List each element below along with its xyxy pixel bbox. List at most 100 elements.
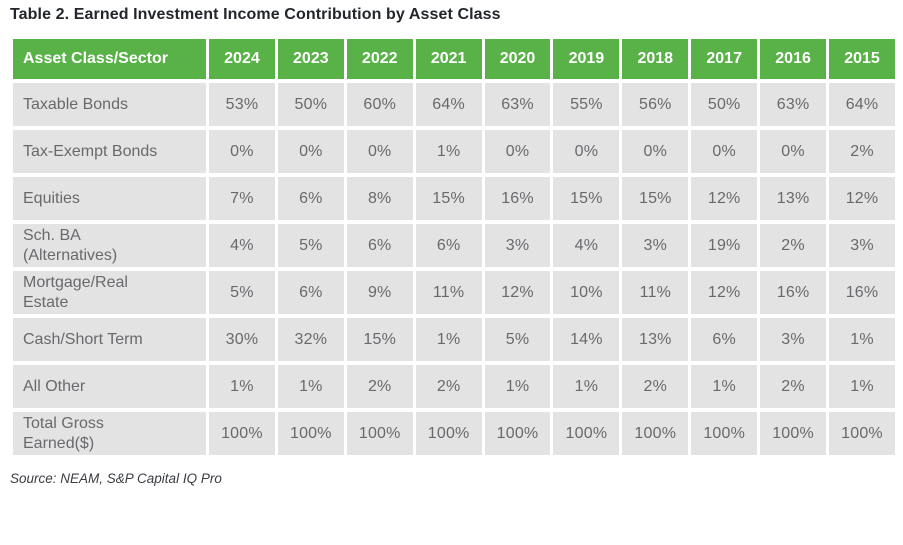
value-cell: 56% [619, 79, 692, 130]
value-cell: 15% [343, 314, 416, 365]
row-label-cell: All Other [10, 361, 209, 412]
value-cell: 16% [481, 173, 554, 224]
header-row: Asset Class/Sector 2024 2023 2022 2021 2020 20… [10, 35, 898, 83]
table-row: Cash/Short Term 30% 32% 15% 1% 5% 14% 13% 6% 3% 1% [10, 314, 898, 365]
value-cell: 12% [688, 173, 761, 224]
table-row: Sch. BA (Alternatives) 4% 5% 6% 6% 3% 4% 3% 19% 2… [10, 220, 898, 271]
value-cell: 9% [343, 267, 416, 318]
value-cell: 100% [550, 408, 623, 459]
value-cell: 3% [757, 314, 830, 365]
value-cell: 0% [619, 126, 692, 177]
value-cell: 30% [206, 314, 278, 365]
value-cell: 5% [274, 220, 347, 271]
table-row: Equities 7% 6% 8% 15% 16% 15% 15% 12% 13% 12% [10, 173, 898, 224]
row-label-cell: Equities [10, 173, 209, 224]
value-cell: 16% [757, 267, 830, 318]
value-cell: 6% [688, 314, 761, 365]
value-cell: 55% [550, 79, 623, 130]
value-cell: 60% [343, 79, 416, 130]
value-cell: 3% [481, 220, 554, 271]
value-cell: 1% [412, 314, 485, 365]
column-header-year: 2020 [481, 35, 554, 83]
value-cell: 3% [826, 220, 898, 271]
value-cell: 64% [412, 79, 485, 130]
column-header-year: 2018 [619, 35, 692, 83]
value-cell: 1% [688, 361, 761, 412]
value-cell: 100% [274, 408, 347, 459]
value-cell: 15% [550, 173, 623, 224]
value-cell: 0% [274, 126, 347, 177]
row-label-cell: Total Gross Earned($) [10, 408, 209, 459]
value-cell: 50% [274, 79, 347, 130]
value-cell: 11% [412, 267, 485, 318]
value-cell: 63% [757, 79, 830, 130]
asset-class-table: Asset Class/Sector 2024 2023 2022 2021 2020 20… [10, 35, 898, 459]
row-label-cell: Sch. BA (Alternatives) [10, 220, 209, 271]
row-label-cell: Cash/Short Term [10, 314, 209, 365]
column-header-year: 2023 [274, 35, 347, 83]
value-cell: 15% [619, 173, 692, 224]
value-cell: 11% [619, 267, 692, 318]
source-note: Source: NEAM, S&P Capital IQ Pro [10, 471, 222, 486]
value-cell: 1% [826, 314, 898, 365]
value-cell: 63% [481, 79, 554, 130]
value-cell: 4% [550, 220, 623, 271]
value-cell: 15% [412, 173, 485, 224]
value-cell: 100% [343, 408, 416, 459]
value-cell: 0% [481, 126, 554, 177]
column-header-asset-class: Asset Class/Sector [10, 35, 209, 83]
value-cell: 53% [206, 79, 278, 130]
value-cell: 19% [688, 220, 761, 271]
table-title: Table 2. Earned Investment Income Contri… [10, 6, 501, 23]
table-row: Mortgage/Real Estate 5% 6% 9% 11% 12% 10% 11% 12… [10, 267, 898, 318]
value-cell: 100% [412, 408, 485, 459]
value-cell: 3% [619, 220, 692, 271]
table-row: Total Gross Earned($) 100% 100% 100% 100% 100… [10, 408, 898, 459]
row-label-cell: Tax-Exempt Bonds [10, 126, 209, 177]
row-label-cell: Mortgage/Real Estate [10, 267, 209, 318]
table-body: Taxable Bonds 53% 50% 60% 64% 63% 55% 56% 50% 63%… [10, 79, 898, 459]
column-header-year: 2022 [343, 35, 416, 83]
value-cell: 5% [206, 267, 278, 318]
value-cell: 2% [343, 361, 416, 412]
value-cell: 1% [481, 361, 554, 412]
table-row: Taxable Bonds 53% 50% 60% 64% 63% 55% 56% 50% 63%… [10, 79, 898, 130]
value-cell: 32% [274, 314, 347, 365]
value-cell: 2% [412, 361, 485, 412]
value-cell: 0% [550, 126, 623, 177]
value-cell: 50% [688, 79, 761, 130]
value-cell: 100% [481, 408, 554, 459]
value-cell: 2% [757, 361, 830, 412]
value-cell: 100% [688, 408, 761, 459]
value-cell: 13% [619, 314, 692, 365]
value-cell: 2% [619, 361, 692, 412]
value-cell: 4% [206, 220, 278, 271]
value-cell: 0% [343, 126, 416, 177]
value-cell: 1% [412, 126, 485, 177]
value-cell: 14% [550, 314, 623, 365]
value-cell: 1% [550, 361, 623, 412]
table-row: Tax-Exempt Bonds 0% 0% 0% 1% 0% 0% 0% 0% 0% 2% [10, 126, 898, 177]
value-cell: 16% [826, 267, 898, 318]
value-cell: 100% [826, 408, 898, 459]
row-label-cell: Taxable Bonds [10, 79, 209, 130]
value-cell: 6% [343, 220, 416, 271]
column-header-year: 2017 [688, 35, 761, 83]
value-cell: 7% [206, 173, 278, 224]
table-row: All Other 1% 1% 2% 2% 1% 1% 2% 1% 2% 1% [10, 361, 898, 412]
column-header-year: 2024 [206, 35, 278, 83]
value-cell: 10% [550, 267, 623, 318]
value-cell: 6% [274, 173, 347, 224]
value-cell: 6% [274, 267, 347, 318]
value-cell: 100% [206, 408, 278, 459]
value-cell: 100% [619, 408, 692, 459]
value-cell: 100% [757, 408, 830, 459]
value-cell: 13% [757, 173, 830, 224]
column-header-year: 2015 [826, 35, 898, 83]
value-cell: 2% [826, 126, 898, 177]
value-cell: 0% [688, 126, 761, 177]
value-cell: 8% [343, 173, 416, 224]
value-cell: 2% [757, 220, 830, 271]
value-cell: 5% [481, 314, 554, 365]
